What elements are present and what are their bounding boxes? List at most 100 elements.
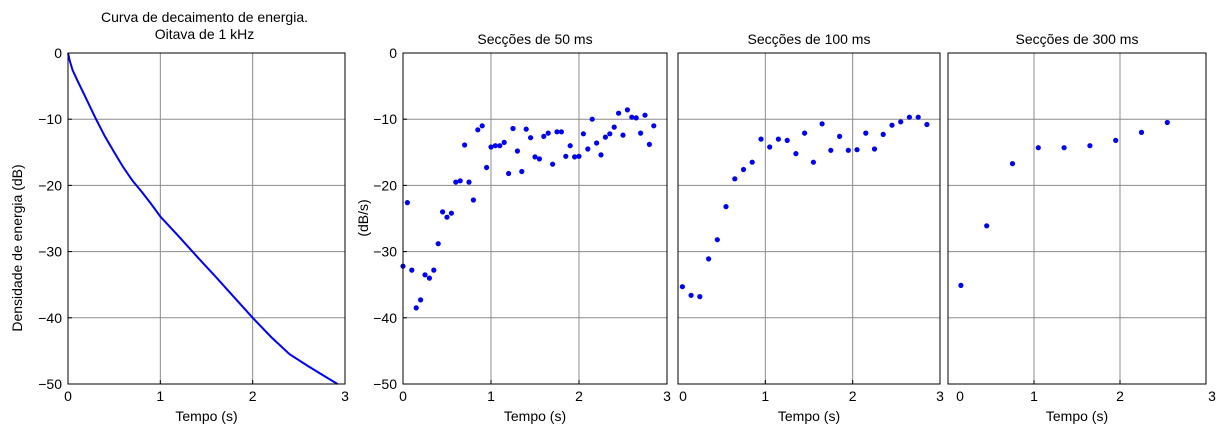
data-point [598,152,604,158]
data-point [484,164,490,171]
data-point [440,209,446,215]
plot-area [678,53,940,384]
panel-4: 0 1 2 3 Tempo (s) Secções de 300 ms [947,31,1216,424]
x-tick-label: 3 [1208,388,1216,404]
chart-title: Curva de decaimento de energia. [101,9,308,25]
data-point [523,126,529,132]
x-tick-label: 0 [399,388,407,404]
data-point [580,131,587,137]
x-tick-label: 2 [249,388,257,404]
data-point [514,148,521,154]
data-point [453,179,459,185]
data-point [585,146,591,152]
chart-title: Oitava de 1 kHz [155,26,255,42]
data-point [793,151,799,157]
x-axis-label: Tempo (s) [778,408,840,424]
data-point [863,130,869,136]
data-point [845,147,851,153]
x-tick-label: 3 [936,388,944,404]
data-point [697,294,703,300]
y-axis-label: Densidade de energia (dB) [9,164,25,331]
data-point [519,168,525,175]
data-point [651,123,657,129]
data-point [620,132,626,138]
data-point [488,144,494,150]
data-point [1087,143,1093,149]
data-point [624,107,631,113]
data-point [532,154,538,160]
data-point [602,134,609,140]
data-point [448,210,454,216]
data-point [528,135,534,141]
x-axis-label: Tempo (s) [175,408,237,424]
data-point [775,136,782,142]
data-point [1009,161,1016,167]
panel-2: 0 1 2 3 0 −10 −20 −30 −40 −50 Tempo (s) (dB/s) Secçõ… [355,31,671,424]
y-tick-label: −40 [373,310,397,326]
data-point [749,159,755,165]
x-tick-label: 2 [1116,388,1124,404]
y-axis-label: (dB/s) [355,199,371,236]
axes-box [677,52,941,385]
data-point [558,129,565,135]
data-point [545,130,551,136]
data-point [470,197,476,203]
data-point [924,121,930,128]
axes-box [402,52,668,385]
data-point [688,292,694,298]
data-point [915,114,921,120]
data-point [607,131,613,137]
data-point [1061,145,1067,151]
y-tick-label: −10 [373,111,397,127]
y-tick-label: −30 [38,244,62,260]
data-point [740,166,747,173]
data-point [1113,137,1119,143]
data-point [802,130,808,136]
plot-area [403,53,667,384]
x-axis-label: Tempo (s) [504,408,566,424]
y-tick-label: −20 [38,177,62,193]
data-point [576,153,582,159]
data-point [871,146,878,152]
panel-1: 0 1 2 3 0 −10 −20 −30 −40 −50 Tempo (s) Densidade d… [9,9,349,424]
y-tick-label: 0 [389,45,397,61]
chart-title: Secções de 50 ms [477,31,592,47]
data-point [409,267,415,273]
data-point [422,272,428,278]
data-point [837,133,843,139]
data-point [479,123,485,129]
data-point [404,200,410,206]
data-point [646,141,653,147]
data-point [984,223,990,229]
axes-box [947,52,1207,385]
x-tick-label: 1 [487,388,495,404]
data-point [679,284,686,290]
data-point [889,122,895,128]
data-point [497,143,503,149]
data-point [413,305,419,311]
x-tick-label: 1 [156,388,164,404]
data-point [492,143,498,149]
y-tick-label: −10 [38,111,62,127]
y-tick-label: −50 [373,376,397,392]
data-point [475,127,481,133]
panel-3: 0 1 2 3 Tempo (s) Secções de 100 ms [677,31,944,424]
data-point [714,237,720,243]
y-tick-label: −40 [38,310,62,326]
data-point [563,153,569,159]
data-point [638,130,644,136]
x-tick-label: 3 [663,388,671,404]
y-tick-label: −50 [38,376,62,392]
chart-title: Secções de 100 ms [748,31,871,47]
x-tick-label: 2 [575,388,583,404]
data-point [466,179,472,185]
data-point [629,114,635,120]
x-tick-label: 2 [849,388,857,404]
data-point [457,178,463,184]
data-point [510,125,516,132]
plot-area [948,53,1206,384]
data-point [1035,145,1041,151]
data-point [854,147,860,153]
x-tick-label: 3 [341,388,349,404]
chart-title: Secções de 300 ms [1016,31,1139,47]
